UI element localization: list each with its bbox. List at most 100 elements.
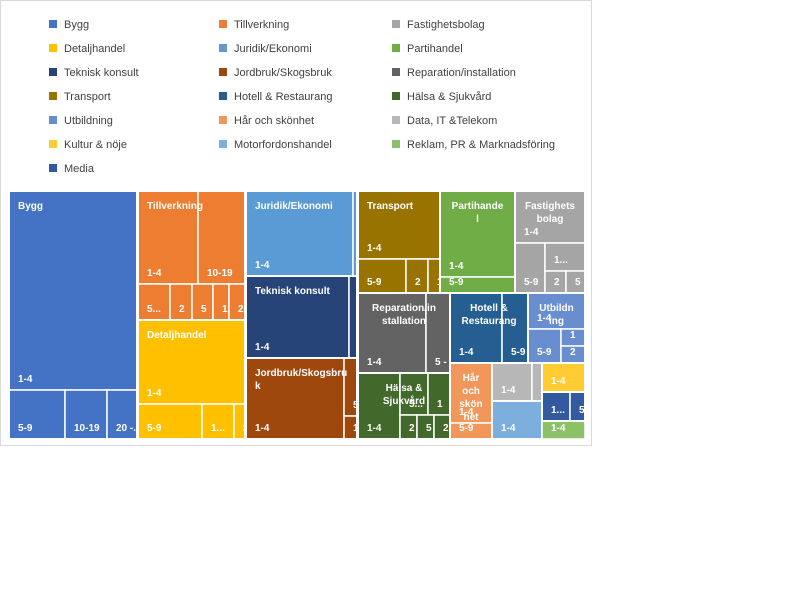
tile-label: Transport	[367, 201, 414, 212]
tile-label: Bygg	[18, 201, 43, 212]
treemap-cell	[197, 190, 246, 285]
tile-label: Sjukvård	[383, 395, 425, 407]
treemap-group: 1-4 5-9 1... 2 5 Fastighets bolag	[514, 190, 586, 294]
cell-label: 1-4	[501, 423, 516, 434]
tile-label: Hotell &	[470, 303, 508, 314]
tile-label: Utbildn	[539, 303, 573, 314]
legend-label: Partihandel	[407, 43, 463, 55]
cell-label: 1	[222, 304, 228, 315]
cell-label: 5-9	[367, 277, 382, 288]
cell-label: 2	[570, 347, 576, 358]
legend-swatch	[219, 140, 227, 149]
legend-item-reklam: Reklam, PR & Marknadsföring	[392, 137, 555, 153]
treemap-cell	[357, 190, 441, 260]
treemap-cell	[439, 190, 516, 278]
cell-label: 5-9	[147, 423, 162, 434]
legend-swatch	[219, 116, 227, 125]
tile-label: k	[255, 381, 261, 392]
legend-swatch	[392, 116, 400, 125]
cell-label: 5 - 9	[435, 357, 455, 368]
cell-label: 1...	[554, 255, 568, 266]
cell-label: 2	[415, 277, 421, 288]
legend-item-motorfordon: Motorfordonshandel	[219, 137, 332, 153]
treemap-group: 1-45-91...2Detaljhandel	[137, 319, 249, 440]
tile-label: Juridik/Ekonomi	[255, 201, 333, 212]
tile-label: het	[464, 412, 480, 423]
treemap-group: 1-4 5-9 10-19 20 -... Bygg	[8, 190, 142, 440]
cell-label: 5-9	[459, 423, 474, 434]
cell-label: 1...	[211, 423, 225, 434]
cell-label: 1	[437, 399, 443, 410]
treemap-group: 1-4 5-9 1 2 Utbildn ing	[527, 292, 586, 364]
legend-swatch	[49, 116, 57, 125]
cell-label: 1-4	[255, 260, 270, 271]
cell-label: 1-4	[367, 423, 382, 434]
treemap-cell	[245, 275, 350, 359]
legend-label: Hår och skönhet	[234, 115, 315, 127]
tile-label: l	[476, 214, 479, 225]
legend-label: Fastighetsbolag	[407, 19, 485, 31]
tile-label: Tillverkning	[147, 201, 203, 212]
legend-item-data: Data, IT &Telekom	[392, 113, 497, 129]
legend-swatch	[219, 68, 227, 77]
treemap-group: 1-4 5 - 9 Reparation/in stallation	[357, 292, 455, 374]
legend-label: Media	[64, 163, 94, 175]
legend-label: Juridik/Ekonomi	[234, 43, 312, 55]
tile-label: Hår	[463, 372, 480, 384]
legend-label: Motorfordonshandel	[234, 139, 332, 151]
legend-label: Detaljhandel	[64, 43, 126, 55]
tile-label: ing	[549, 316, 564, 327]
legend-item-bygg: Bygg	[49, 17, 89, 33]
cell-label: 5-9	[511, 347, 526, 358]
treemap-cell	[491, 362, 533, 402]
legend-item-teknisk-konsult: Teknisk konsult	[49, 65, 139, 81]
legend-label: Transport	[64, 91, 111, 103]
tile-label: stallation	[382, 316, 426, 327]
legend-item-har: Hår och skönhet	[219, 113, 314, 129]
legend-swatch	[49, 20, 57, 29]
treemap-group: 1-4	[541, 391, 586, 440]
treemap-group: 1-4 Juridik/Ekonomi	[245, 190, 358, 277]
cell-label: 1-4	[255, 423, 270, 434]
cell-label: 10-19	[207, 268, 233, 279]
treemap-cell	[348, 275, 358, 359]
legend-label: Teknisk konsult	[64, 67, 139, 79]
legend-swatch	[219, 20, 227, 29]
tile-label: bolag	[537, 214, 564, 225]
tile-label: Reparation/in	[372, 303, 436, 314]
cell-label: 2	[238, 304, 244, 315]
treemap-group: 1-4	[541, 362, 586, 393]
legend-swatch	[219, 44, 227, 53]
tile-label: Teknisk konsult	[255, 286, 331, 297]
cell-label: 1-4	[147, 268, 162, 279]
treemap-cell	[8, 190, 138, 391]
legend-label: Utbildning	[64, 115, 113, 127]
legend-item-hotell: Hotell & Restaurang	[219, 89, 332, 105]
legend-item-jordbruk: Jordbruk/Skogsbruk	[219, 65, 332, 81]
cell-label: 1-4	[537, 313, 552, 324]
treemap-cell	[425, 292, 451, 374]
legend-swatch	[392, 44, 400, 53]
tile-label: Jordbruk/Skogsbru	[255, 368, 347, 379]
legend-label: Hotell & Restaurang	[234, 91, 333, 103]
legend-label: Data, IT &Telekom	[407, 115, 498, 127]
legend-item-tillverkning: Tillverkning	[219, 17, 289, 33]
treemap-cell	[491, 400, 543, 440]
treemap-cell	[544, 242, 586, 272]
tile-label: Restaurang	[461, 316, 516, 327]
cell-label: 20 -...	[116, 423, 142, 434]
legend-swatch	[49, 92, 57, 101]
legend-item-transport: Transport	[49, 89, 111, 105]
cell-label: 1-4	[367, 243, 382, 254]
legend-item-detaljhandel: Detaljhandel	[49, 41, 125, 57]
legend-swatch	[49, 164, 57, 173]
chart-frame: Bygg Tillverkning Fastighetsbolag Detalj…	[0, 0, 592, 446]
legend-swatch	[219, 92, 227, 101]
tile-label: Fastighets	[525, 201, 575, 212]
cell-label: 5-9	[18, 423, 33, 434]
treemap-cell	[106, 389, 138, 440]
cell-label: 2	[409, 423, 415, 434]
cell-label: 2	[554, 277, 560, 288]
cell-label: 1-4	[367, 357, 382, 368]
